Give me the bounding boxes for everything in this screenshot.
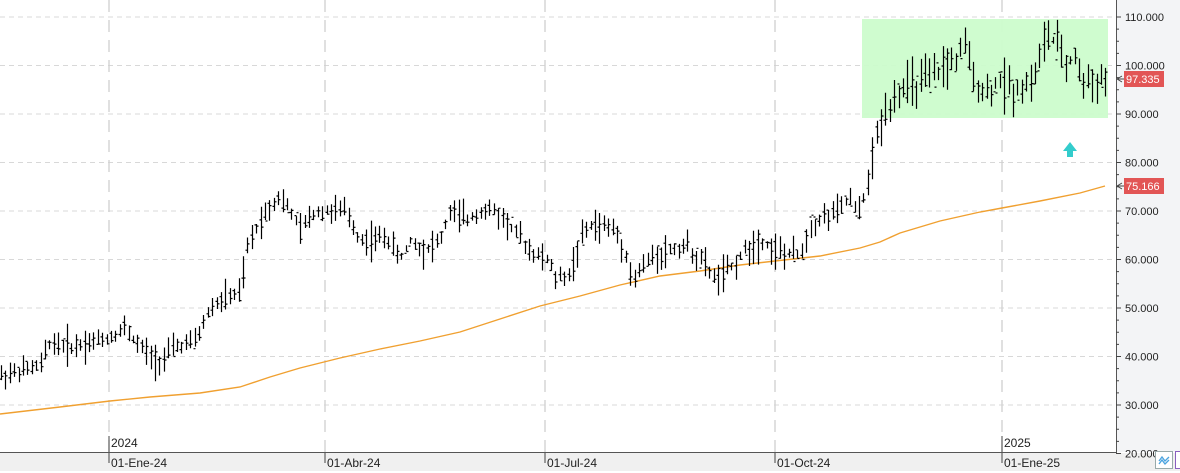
year-label: 2024 <box>111 436 138 450</box>
moving-average-value: 75.166 <box>1126 181 1160 193</box>
price-bars <box>0 19 1108 390</box>
x-tick-label: 01-Abr-24 <box>327 456 381 470</box>
y-tick-label: 20.000 <box>1125 449 1159 461</box>
y-tick-label: 70.000 <box>1125 206 1159 218</box>
panel-icon[interactable] <box>1175 451 1180 469</box>
x-tick-label: 01-Jul-24 <box>547 456 597 470</box>
moving-average-line <box>0 185 1106 415</box>
x-axis-panel[interactable] <box>0 453 1180 471</box>
y-tick-label: 30.000 <box>1125 400 1159 412</box>
y-tick-label: 40.000 <box>1125 352 1159 364</box>
moving-average-tag: 75.166 <box>1116 178 1164 194</box>
y-tick-label: 100.000 <box>1125 61 1165 73</box>
y-axis: 110.000 100.000 90.000 80.000 70.000 60.000 50… <box>1116 12 1165 461</box>
y-tick-label: 110.000 <box>1125 12 1164 24</box>
last-price-value: 97.335 <box>1126 74 1160 86</box>
up-arrow-icon[interactable] <box>1063 142 1077 157</box>
chart-style-icon[interactable] <box>1155 451 1173 469</box>
last-price-tag: 97.335 <box>1116 71 1164 87</box>
vertical-gridlines <box>108 0 1003 452</box>
y-tick-label: 80.000 <box>1125 158 1159 170</box>
x-tick-label: 01-Ene-24 <box>111 456 167 470</box>
x-tick-label: 01-Oct-24 <box>777 456 831 470</box>
x-axis: 01-Ene-24 01-Abr-24 01-Jul-24 01-Oct-24 01-E… <box>108 436 1060 470</box>
y-tick-label: 90.000 <box>1125 109 1159 121</box>
year-label: 2025 <box>1004 436 1031 450</box>
y-tick-label: 50.000 <box>1125 303 1159 315</box>
x-tick-label: 01-Ene-25 <box>1004 456 1060 470</box>
y-tick-label: 60.000 <box>1125 255 1159 267</box>
